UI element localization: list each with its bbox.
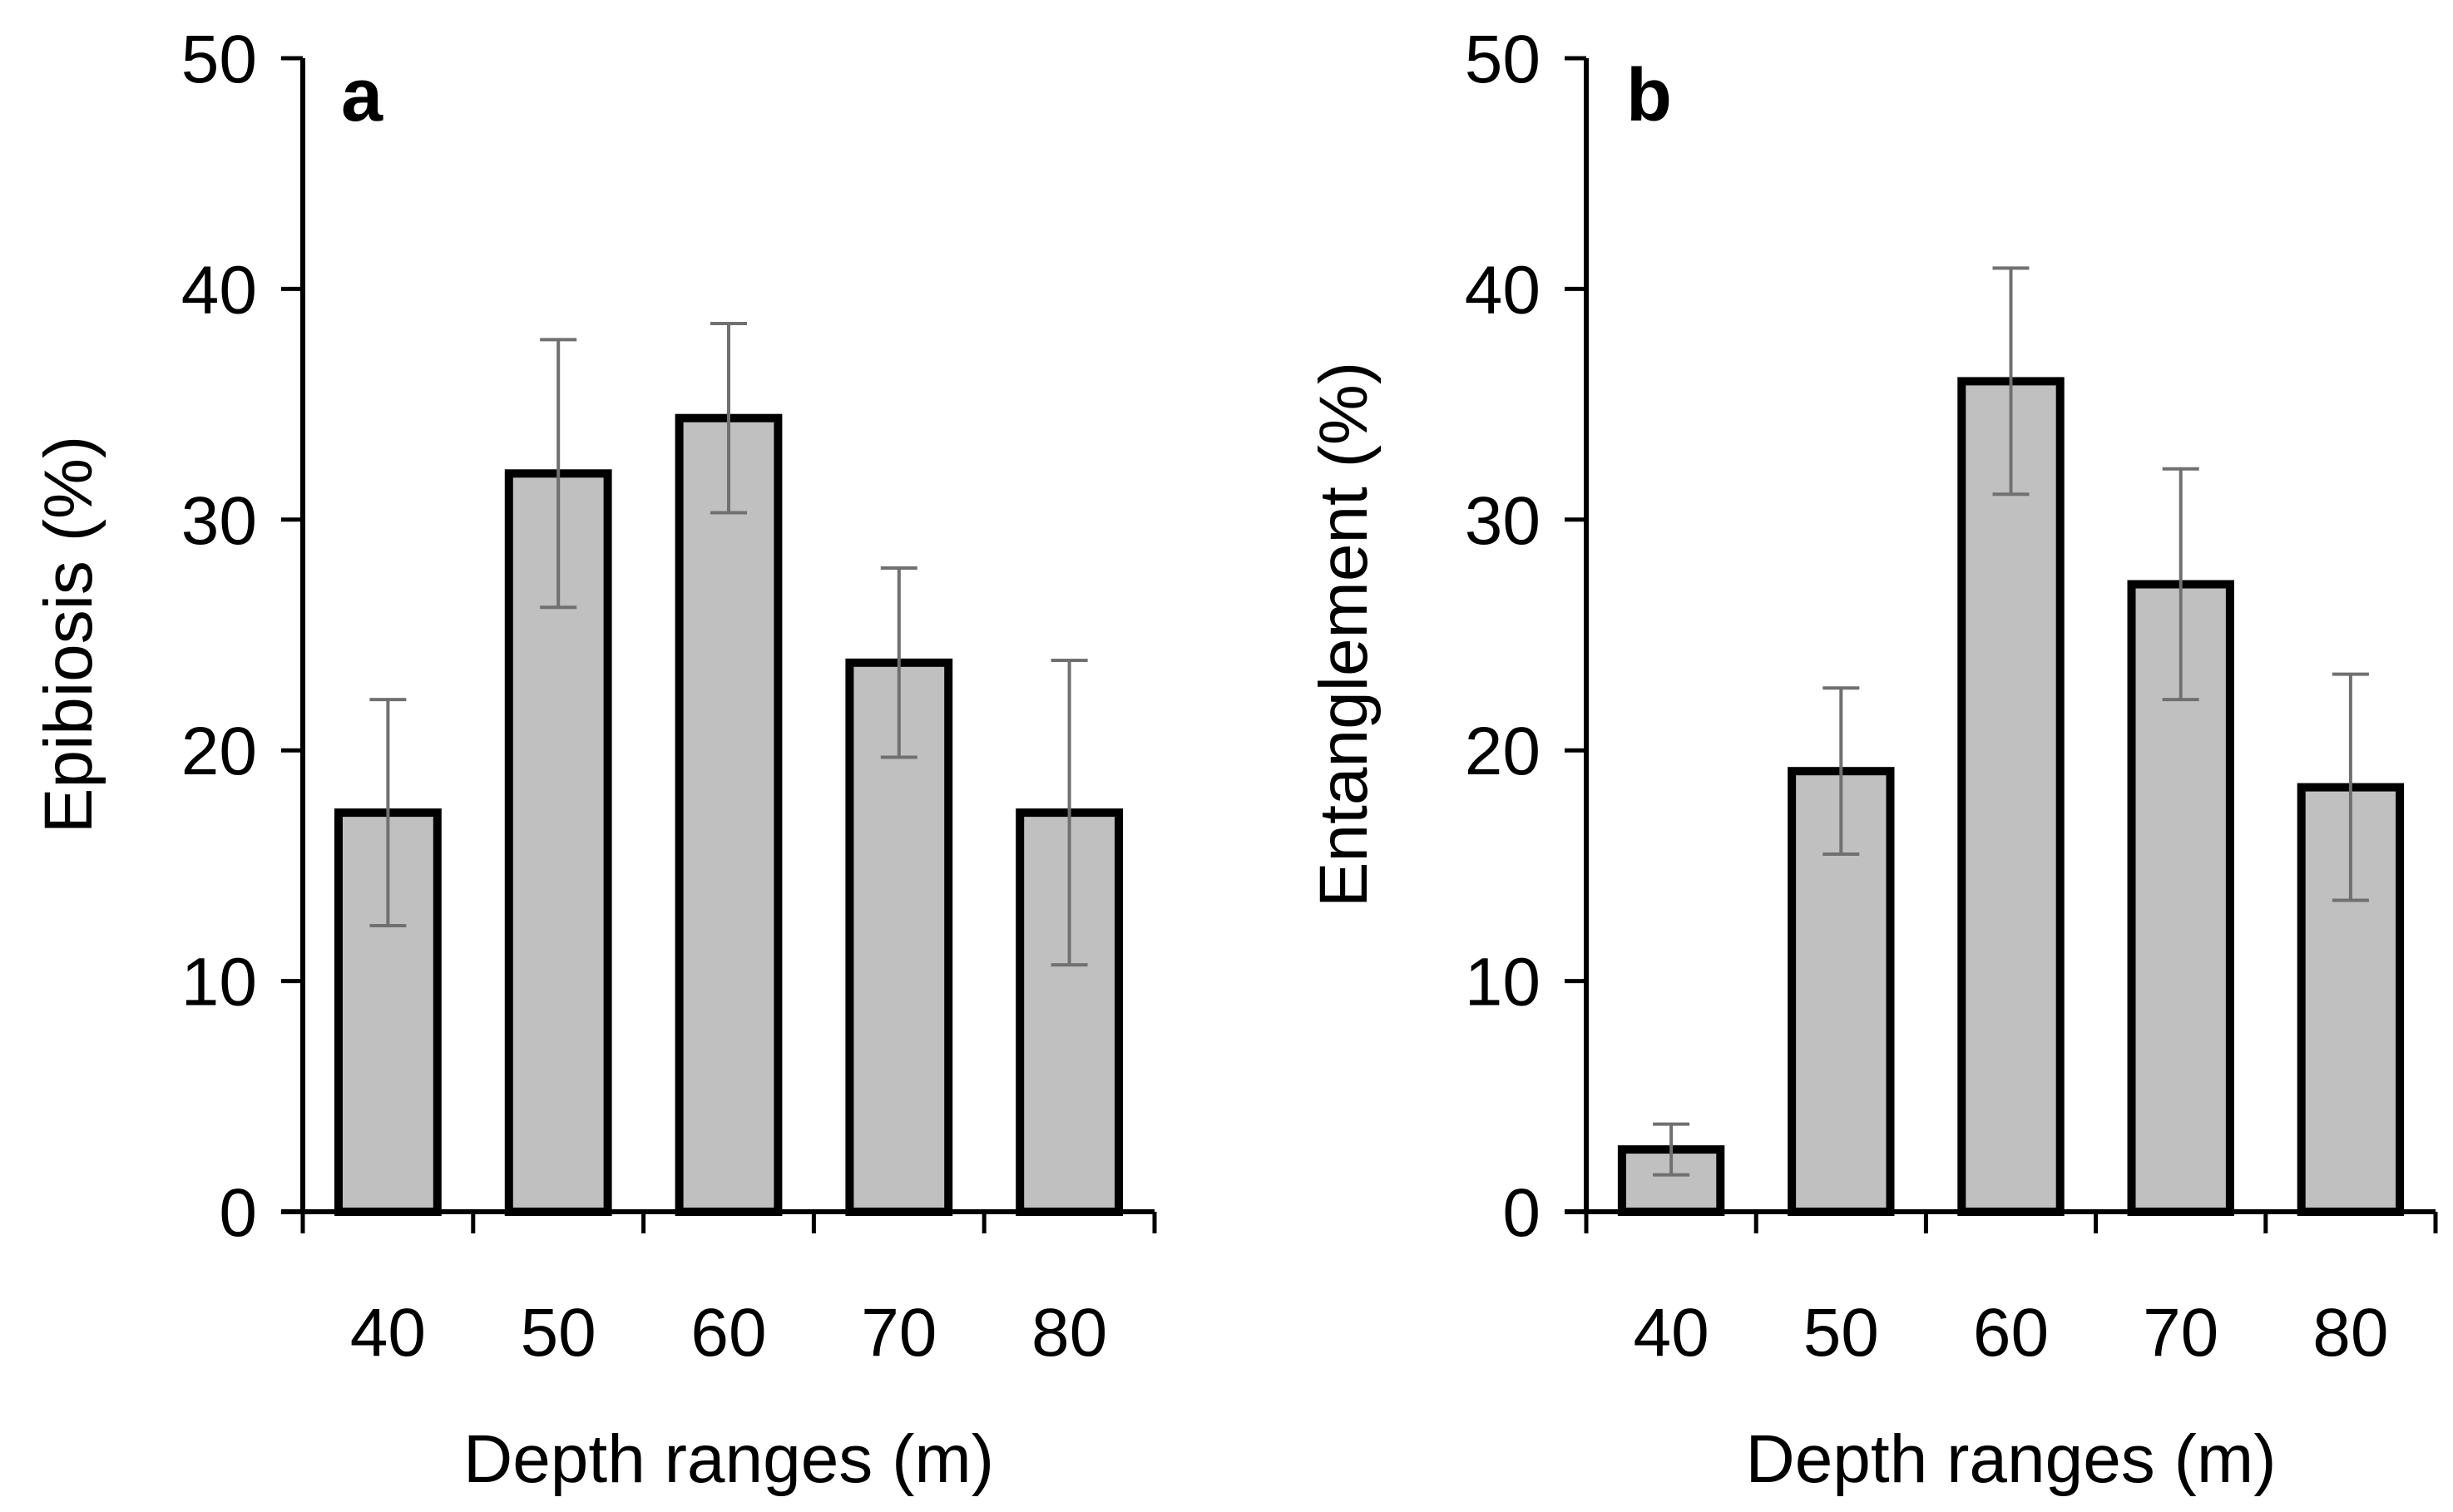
x-tick-label-b-60: 60 — [1973, 1295, 2049, 1371]
x-tick-label-a-80: 80 — [1031, 1295, 1107, 1371]
bar-b-60 — [1957, 377, 2065, 1216]
y-axis-title-b: Entanglement (%) — [1306, 362, 1382, 907]
y-tick-label-b-50: 50 — [1465, 22, 1541, 97]
x-axis-title-a: Depth ranges (m) — [463, 1421, 994, 1497]
panel-letter-a: a — [341, 54, 383, 137]
y-tick-label-a-10: 10 — [181, 945, 257, 1020]
bar-a-60 — [675, 413, 783, 1216]
y-tick-label-b-0: 0 — [1502, 1175, 1541, 1251]
y-tick-label-b-40: 40 — [1465, 252, 1541, 328]
x-tick-label-a-40: 40 — [350, 1295, 426, 1371]
y-axis-title-a: Epibiosis (%) — [31, 436, 106, 833]
x-tick-label-b-40: 40 — [1633, 1295, 1709, 1371]
x-tick-label-a-60: 60 — [690, 1295, 766, 1371]
x-tick-label-b-70: 70 — [2143, 1295, 2218, 1371]
x-tick-label-b-80: 80 — [2312, 1295, 2388, 1371]
y-tick-label-b-10: 10 — [1465, 945, 1541, 1020]
y-tick-label-a-0: 0 — [219, 1175, 257, 1251]
y-tick-label-a-50: 50 — [181, 22, 257, 97]
x-tick-label-b-50: 50 — [1803, 1295, 1879, 1371]
y-tick-label-a-30: 30 — [181, 483, 257, 559]
y-tick-label-a-40: 40 — [181, 252, 257, 328]
y-tick-label-b-30: 30 — [1465, 483, 1541, 559]
panel-a-chart: 40 50 60 70 80 0 10 20 30 40 50 Depth ranges (m) Epi… — [31, 22, 1157, 1497]
panel-letter-b: b — [1626, 54, 1672, 137]
panel-b-chart: 40 50 60 70 80 0 10 20 30 40 50 Depth ranges (m) Ent… — [1306, 22, 2438, 1497]
y-tick-label-a-20: 20 — [181, 714, 257, 789]
x-tick-label-a-70: 70 — [861, 1295, 937, 1371]
x-axis-title-b: Depth ranges (m) — [1745, 1421, 2276, 1497]
y-tick-label-b-20: 20 — [1465, 714, 1541, 789]
x-tick-label-a-50: 50 — [521, 1295, 596, 1371]
